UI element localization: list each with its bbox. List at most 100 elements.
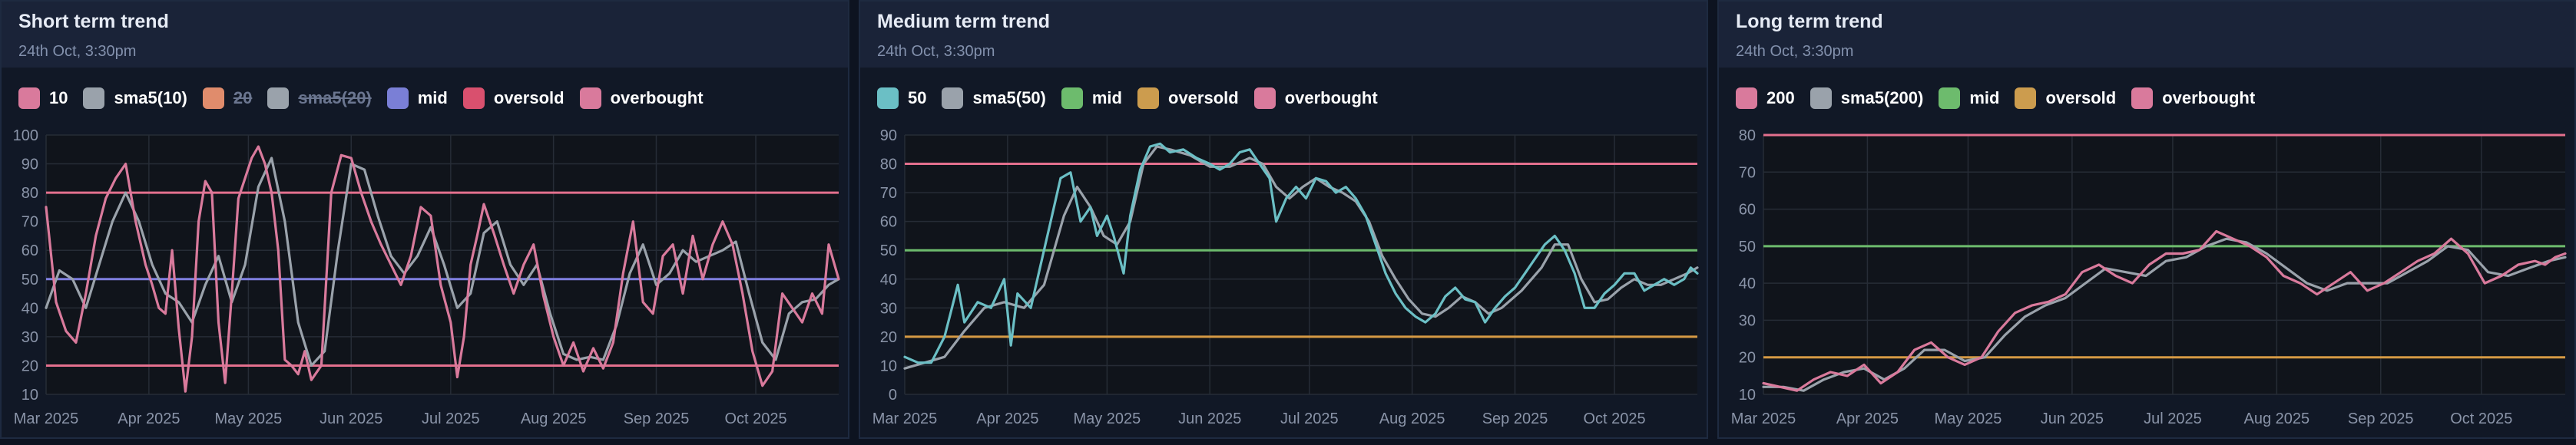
x-tick-label: Mar 2025 xyxy=(872,410,938,427)
x-tick-label: Oct 2025 xyxy=(724,410,786,427)
y-tick-label: 10 xyxy=(22,387,38,404)
short-term-trend-panel: Short term trend 24th Oct, 3:30pm 10 sma5… xyxy=(0,0,849,439)
panel-title: Short term trend xyxy=(18,11,169,32)
medium-term-trend-panel: Medium term trend 24th Oct, 3:30pm 50 sma… xyxy=(859,0,1708,439)
legend-swatch xyxy=(1061,87,1083,109)
legend-item-overbought[interactable]: overbought xyxy=(1253,87,1378,109)
y-tick-label: 0 xyxy=(889,387,897,404)
x-tick-label: Apr 2025 xyxy=(118,410,180,427)
legend-item-20[interactable]: 20 xyxy=(202,87,253,109)
legend-label: overbought xyxy=(610,88,704,107)
legend-label: 200 xyxy=(1766,88,1795,107)
legend-label: oversold xyxy=(2045,88,2117,107)
plot-area xyxy=(1763,135,2565,394)
legend-label: sma5(50) xyxy=(972,88,1046,107)
legend-item-mid[interactable]: mid xyxy=(386,87,448,109)
y-tick-label: 90 xyxy=(880,127,897,144)
chart-legend: 200 sma5(200) mid oversold overbought xyxy=(1736,83,2270,114)
panel-timestamp: 24th Oct, 3:30pm xyxy=(18,43,137,60)
y-tick-label: 30 xyxy=(880,300,897,317)
legend-swatch xyxy=(1736,87,1757,109)
y-tick-label: 70 xyxy=(22,214,38,231)
x-tick-label: May 2025 xyxy=(1935,410,2002,427)
legend-item-oversold[interactable]: oversold xyxy=(1137,87,1239,109)
legend-item-200[interactable]: 200 xyxy=(1736,87,1795,109)
legend-label: 20 xyxy=(233,88,253,107)
legend-item-oversold[interactable]: oversold xyxy=(462,87,565,109)
x-tick-label: May 2025 xyxy=(1073,410,1141,427)
panel-header: Long term trend 24th Oct, 3:30pm xyxy=(1719,2,2574,68)
x-tick-label: Aug 2025 xyxy=(1379,410,1445,427)
legend-swatch xyxy=(877,87,899,109)
x-tick-label: Sep 2025 xyxy=(2348,410,2414,427)
legend-label: overbought xyxy=(1284,88,1378,107)
legend-item-overbought[interactable]: overbought xyxy=(2131,87,2255,109)
x-tick-label: Apr 2025 xyxy=(976,410,1038,427)
legend-swatch xyxy=(1939,87,1961,109)
y-tick-label: 40 xyxy=(880,272,897,288)
y-tick-label: 80 xyxy=(1739,127,1756,144)
y-tick-label: 100 xyxy=(13,127,38,144)
x-tick-label: Mar 2025 xyxy=(14,410,79,427)
x-tick-label: Oct 2025 xyxy=(1583,410,1645,427)
x-tick-label: Jul 2025 xyxy=(422,410,480,427)
legend-swatch xyxy=(1253,87,1276,109)
x-tick-label: Jul 2025 xyxy=(2144,410,2202,427)
y-tick-label: 10 xyxy=(880,358,897,374)
legend-swatch xyxy=(83,87,105,109)
y-tick-label: 70 xyxy=(880,185,897,202)
panel-header: Medium term trend 24th Oct, 3:30pm xyxy=(860,2,1707,68)
x-tick-label: Aug 2025 xyxy=(521,410,587,427)
y-tick-label: 40 xyxy=(1739,275,1756,292)
y-tick-label: 80 xyxy=(22,185,38,202)
legend-item-sma5-50[interactable]: sma5(50) xyxy=(942,87,1046,109)
legend-label: oversold xyxy=(493,88,565,107)
y-tick-label: 60 xyxy=(880,214,897,231)
legend-swatch xyxy=(2015,87,2037,109)
y-tick-label: 70 xyxy=(1739,164,1756,181)
series-line-50 xyxy=(903,142,1699,364)
legend-item-50[interactable]: 50 xyxy=(877,87,926,109)
legend-item-sma5-20[interactable]: sma5(20) xyxy=(267,87,372,109)
x-tick-label: Oct 2025 xyxy=(2450,410,2512,427)
legend-label: 50 xyxy=(908,88,927,107)
legend-item-10[interactable]: 10 xyxy=(18,87,68,109)
legend-swatch xyxy=(18,87,40,109)
long-term-trend-panel: Long term trend 24th Oct, 3:30pm 200 sma5… xyxy=(1717,0,2576,439)
x-tick-label: May 2025 xyxy=(214,410,282,427)
plot-area xyxy=(46,135,839,394)
legend-item-sma5-10[interactable]: sma5(10) xyxy=(83,87,187,109)
legend-item-mid[interactable]: mid xyxy=(1939,87,1999,109)
legend-item-overbought[interactable]: overbought xyxy=(579,87,704,109)
y-tick-label: 60 xyxy=(1739,202,1756,219)
legend-label: sma5(10) xyxy=(114,88,187,107)
legend-swatch xyxy=(942,87,964,109)
chart-plot: 10 20 30 40 50 60 70 80 Mar 2025 Apr 2025 May 2025… xyxy=(1731,127,2567,427)
legend-label: sma5(200) xyxy=(1840,88,1924,107)
legend-item-oversold[interactable]: oversold xyxy=(2015,87,2116,109)
panel-title: Long term trend xyxy=(1736,11,1883,32)
legend-label: mid xyxy=(1969,88,2000,107)
chart-plot: 10 20 30 40 50 60 70 80 90 100 Mar 2025 Apr 2025 May… xyxy=(13,127,840,427)
legend-swatch xyxy=(2131,87,2154,109)
y-tick-label: 50 xyxy=(22,272,38,288)
legend-item-mid[interactable]: mid xyxy=(1061,87,1122,109)
legend-swatch xyxy=(579,87,601,109)
legend-item-sma5-200[interactable]: sma5(200) xyxy=(1809,87,1924,109)
x-tick-label: Aug 2025 xyxy=(2244,410,2310,427)
x-tick-label: Jun 2025 xyxy=(1178,410,1241,427)
chart-legend: 10 sma5(10) 20 sma5(20) mid oversold overbough… xyxy=(18,83,719,114)
y-tick-label: 80 xyxy=(880,157,897,173)
legend-label: mid xyxy=(1091,88,1122,107)
y-tick-label: 30 xyxy=(22,329,38,346)
chart-plot: 0 10 20 30 40 50 60 70 80 90 Mar 2025 Apr 2025 May 2… xyxy=(872,127,1699,427)
y-tick-label: 30 xyxy=(1739,312,1756,329)
y-tick-label: 40 xyxy=(22,300,38,317)
panel-header: Short term trend 24th Oct, 3:30pm xyxy=(2,2,848,68)
y-tick-label: 60 xyxy=(22,242,38,259)
x-tick-label: Jun 2025 xyxy=(2041,410,2104,427)
legend-swatch xyxy=(386,87,409,109)
y-tick-label: 10 xyxy=(1739,387,1756,404)
legend-label: overbought xyxy=(2162,88,2256,107)
